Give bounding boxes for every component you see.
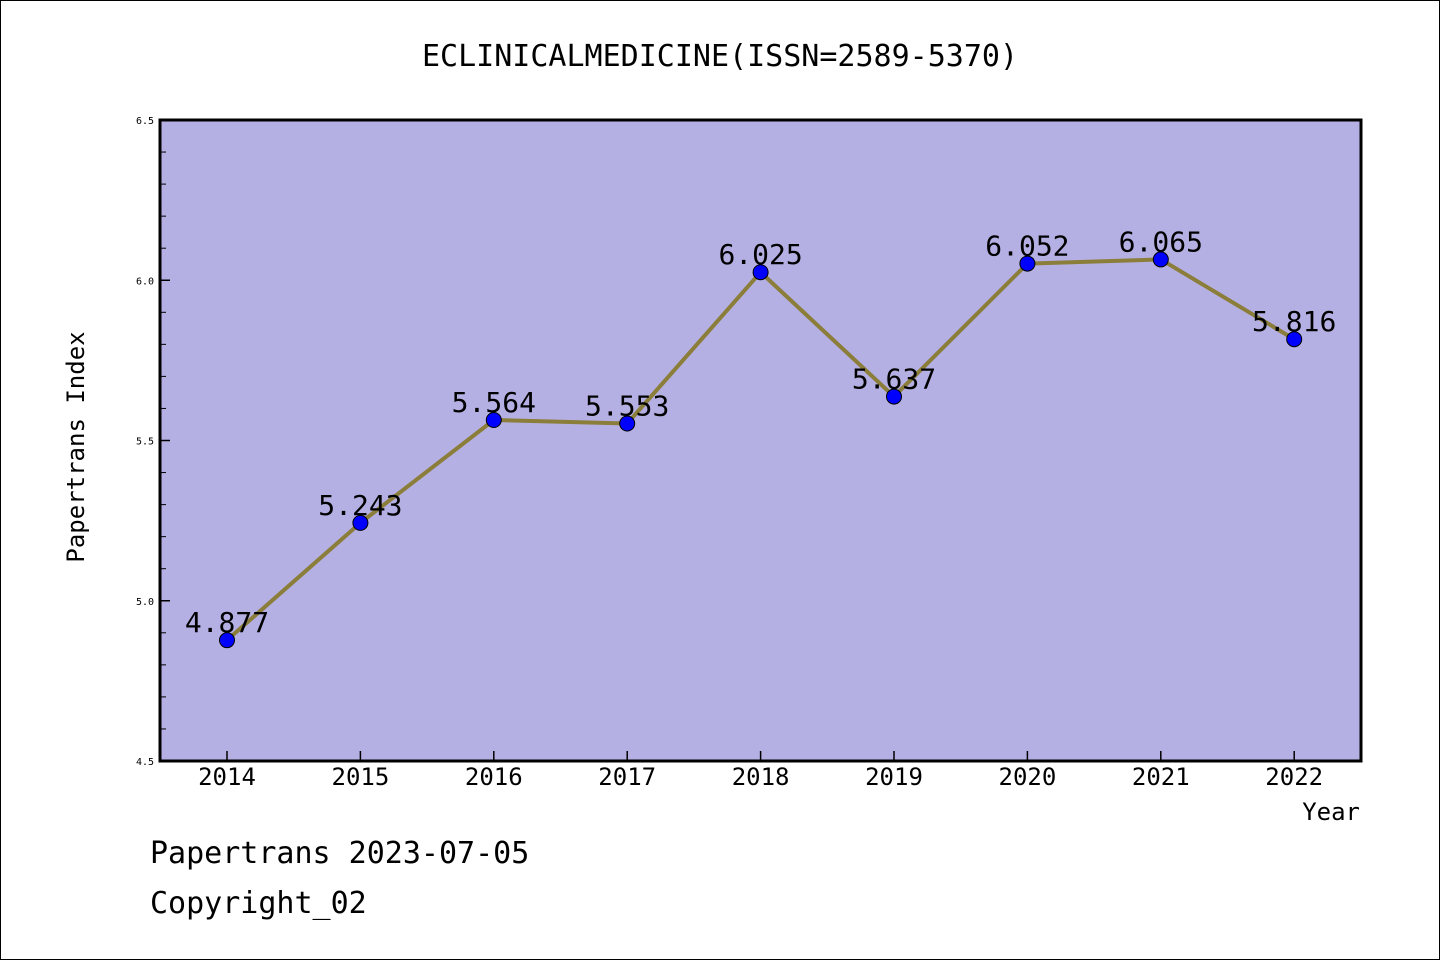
data-label: 5.243 xyxy=(318,489,402,522)
data-point xyxy=(886,388,902,405)
data-label: 6.025 xyxy=(718,238,802,271)
plot-area xyxy=(160,120,1361,761)
x-tick-label: 2019 xyxy=(865,763,923,791)
x-tick-label: 2020 xyxy=(999,763,1057,791)
footer-date: Papertrans 2023-07-05 xyxy=(150,836,530,871)
x-tick-label: 2022 xyxy=(1265,763,1323,791)
data-point xyxy=(1019,255,1036,272)
data-label: 5.637 xyxy=(852,363,936,396)
y-tick-label: 5.5 xyxy=(136,437,154,448)
y-tick-label: 4.5 xyxy=(136,757,154,768)
data-point xyxy=(619,415,636,432)
y-tick-label: 6.5 xyxy=(136,116,154,127)
footer-copyright: Copyright_02 xyxy=(150,886,367,921)
data-point xyxy=(1152,251,1169,268)
data-label: 5.564 xyxy=(452,386,536,419)
y-axis-label: Papertrans Index xyxy=(62,331,90,562)
y-tick-label: 5.0 xyxy=(136,597,154,608)
x-tick-label: 2016 xyxy=(465,763,523,791)
x-tick-label: 2021 xyxy=(1132,763,1190,791)
data-point xyxy=(485,411,502,428)
x-tick-label: 2015 xyxy=(332,763,390,791)
data-point xyxy=(352,514,369,531)
x-tick-label: 2018 xyxy=(732,763,790,791)
data-label: 6.065 xyxy=(1119,225,1203,258)
data-label: 4.877 xyxy=(185,606,269,639)
x-axis: 2014 2015 2016 2017 2018 2019 2020 2021 2022 xyxy=(198,751,1323,791)
x-tick-label: 2017 xyxy=(598,763,656,791)
data-point xyxy=(752,264,769,281)
x-tick-label: 2014 xyxy=(198,763,256,791)
chart-title: ECLINICALMEDICINE(ISSN=2589-5370) xyxy=(422,39,1018,74)
data-markers xyxy=(219,251,1303,649)
y-tick-label: 6.0 xyxy=(136,276,154,287)
plot-border xyxy=(158,118,1363,763)
x-axis-label: Year xyxy=(1302,798,1360,826)
data-point xyxy=(219,632,235,649)
data-point xyxy=(1286,331,1303,348)
data-labels: 4.877 5.243 5.564 5.553 6.025 5.637 6.052 6.065… xyxy=(185,225,1336,639)
data-label: 5.816 xyxy=(1252,305,1336,338)
data-label: 6.052 xyxy=(985,230,1069,263)
data-label: 5.553 xyxy=(585,390,669,423)
